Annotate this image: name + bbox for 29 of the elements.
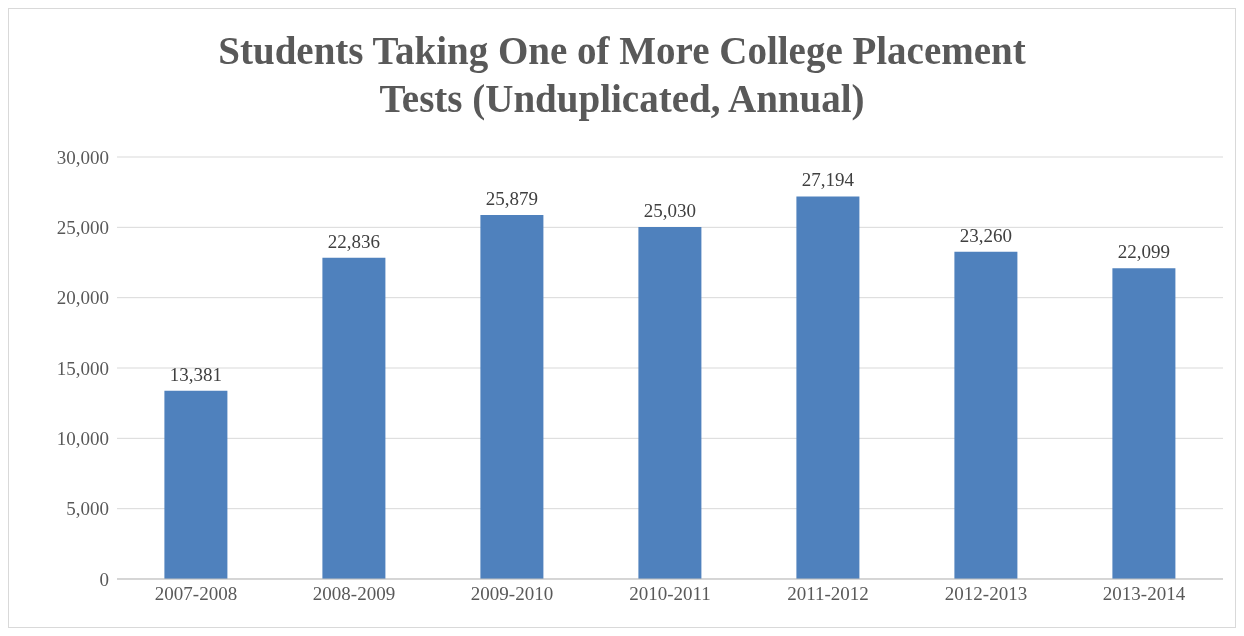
x-tick-label: 2008-2009 xyxy=(312,583,396,605)
x-tick-label: 2013-2014 xyxy=(1102,583,1186,605)
data-label: 27,194 xyxy=(801,169,855,191)
y-tick-label: 0 xyxy=(99,568,109,590)
y-tick-label: 25,000 xyxy=(56,217,109,239)
y-tick-label: 5,000 xyxy=(66,498,109,520)
y-tick-label: 30,000 xyxy=(56,146,109,168)
data-label: 25,030 xyxy=(643,199,697,221)
chart-title: Students Taking One of More College Placement Tests (Unduplicated, Annual) xyxy=(217,28,1027,123)
x-tick-label: 2011-2012 xyxy=(787,583,869,605)
data-label: 23,260 xyxy=(959,224,1013,246)
x-tick-label: 2010-2011 xyxy=(629,583,711,605)
bar xyxy=(1112,268,1176,579)
bar xyxy=(480,214,544,579)
y-tick-label: 20,000 xyxy=(56,287,109,309)
y-tick-label: 15,000 xyxy=(56,357,109,379)
y-tick-label: 10,000 xyxy=(56,428,109,450)
x-tick-label: 2007-2008 xyxy=(154,583,238,605)
data-label: 13,381 xyxy=(169,363,223,385)
data-label: 22,099 xyxy=(1117,241,1171,263)
x-tick-label: 2009-2010 xyxy=(470,583,554,605)
bar xyxy=(164,390,228,579)
bar xyxy=(638,226,702,579)
bar xyxy=(954,251,1018,579)
data-label: 25,879 xyxy=(485,187,539,209)
bar xyxy=(796,196,860,579)
data-label: 22,836 xyxy=(327,230,381,252)
x-tick-label: 2012-2013 xyxy=(944,583,1028,605)
bar xyxy=(322,257,386,579)
